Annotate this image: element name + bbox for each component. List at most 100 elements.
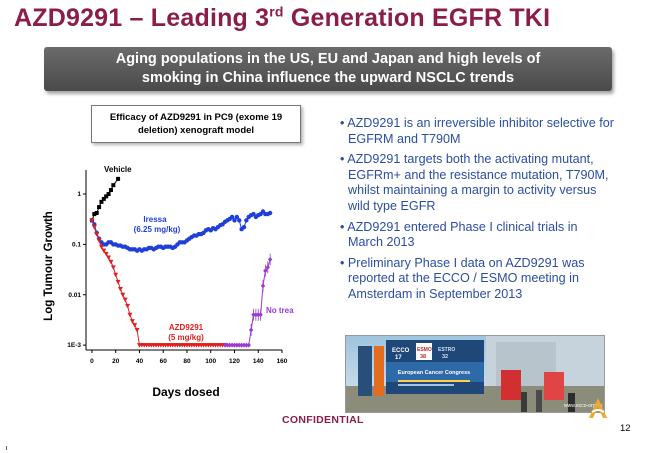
no-treatment-point	[234, 342, 240, 348]
azd-point	[117, 287, 123, 292]
no-treatment-series-line	[224, 259, 271, 346]
iressa-point	[241, 224, 247, 230]
vehicle-point	[101, 196, 106, 201]
x-tick-label: 40	[136, 358, 144, 365]
x-tick-label: 160	[277, 358, 288, 365]
astrazeneca-logo-icon	[589, 398, 607, 418]
azd-point	[103, 251, 109, 257]
congress-name: European Cancer Congress	[398, 370, 470, 376]
no-treatment-point	[229, 342, 235, 348]
no-treatment-point	[256, 312, 261, 318]
confidential-label: CONFIDENTIAL	[282, 414, 364, 426]
no-treatment-point	[237, 342, 242, 348]
congress-photo: ECCO 17 ESMO 38 ESTRO 32 European Cancer…	[345, 335, 605, 413]
azd-point	[122, 297, 128, 303]
bullet-list: • AZD9291 is an irreversible inhibitor s…	[340, 116, 615, 308]
iressa-dose-label: (6.25 mg/kg)	[134, 225, 181, 234]
esmo-logo-text: ESMO	[417, 347, 432, 353]
y-tick-label: 1	[77, 191, 81, 198]
no-treatment-point	[227, 342, 232, 348]
no-treatment-point	[239, 342, 244, 348]
iressa-point	[229, 214, 235, 220]
azd-point	[132, 323, 138, 328]
vehicle-point	[106, 192, 111, 197]
iressa-point	[244, 218, 249, 223]
vehicle-point	[104, 194, 109, 199]
azd-point	[127, 312, 133, 318]
azd-point	[89, 218, 95, 223]
iressa-point	[234, 214, 240, 220]
ecco-number: 17	[395, 355, 402, 361]
iressa-label: Iressa	[143, 215, 167, 224]
x-tick-label: 120	[229, 358, 240, 365]
x-tick-label: 80	[183, 358, 191, 365]
no-treatment-point	[263, 268, 268, 274]
x-axis-label: Days dosed	[152, 385, 219, 399]
ecco-logo-text: ECCO	[392, 348, 410, 354]
vehicle-point	[116, 176, 121, 181]
azd-point	[125, 303, 131, 309]
x-tick-label: 0	[90, 358, 94, 365]
page-number: 12	[620, 423, 631, 434]
y-tick-label: 0.01	[68, 292, 81, 299]
x-tick-label: 140	[253, 358, 264, 365]
vehicle-point	[97, 205, 102, 210]
title-tail: Generation EGFR TKI	[283, 4, 551, 32]
x-tick-label: 60	[160, 358, 168, 365]
azd-dose-label: (5 mg/kg)	[168, 333, 204, 342]
azd-point	[108, 259, 114, 265]
title-main: AZD9291 – Leading 3	[14, 4, 270, 32]
azd-label: AZD9291	[169, 323, 204, 332]
bullet-item: • Preliminary Phase I data on AZD9291 wa…	[340, 255, 585, 301]
azd-point	[96, 238, 102, 243]
vehicle-label: Vehicle	[104, 165, 132, 174]
no-treatment-point	[267, 257, 273, 263]
azd-point	[113, 272, 119, 278]
estro-logo-text: ESTRO	[438, 347, 455, 353]
no-treatment-point	[222, 342, 228, 348]
bullet-item: • AZD9291 is an irreversible inhibitor s…	[340, 116, 614, 146]
no-treatment-label: No treatment	[266, 306, 294, 315]
bullet-item: • AZD9291 entered Phase I clinical trial…	[340, 219, 578, 250]
banner-line-2: smoking in China influence the upward NS…	[141, 70, 515, 86]
no-treatment-point	[225, 342, 230, 348]
x-tick-label: 100	[205, 358, 216, 365]
esmo-number: 38	[420, 354, 426, 360]
chart-marks	[89, 176, 273, 348]
chart-caption-line-2: deletion) xenograft model	[137, 125, 255, 136]
estro-number: 32	[442, 354, 448, 360]
summary-banner: Aging populations in the US, EU and Japa…	[44, 47, 612, 91]
banner-line-1: Aging populations in the US, EU and Japa…	[115, 51, 541, 67]
no-treatment-point	[260, 283, 266, 289]
no-treatment-point	[241, 342, 247, 348]
azd-point	[101, 248, 107, 254]
no-treatment-point	[251, 312, 256, 318]
no-treatment-point	[265, 264, 270, 270]
no-treatment-point	[244, 342, 249, 348]
azd-point	[98, 244, 104, 250]
azd-point	[129, 319, 135, 324]
iressa-point	[267, 210, 273, 216]
y-tick-label: 0.1	[72, 241, 81, 248]
no-treatment-point	[258, 312, 263, 318]
no-treatment-point	[253, 312, 259, 318]
bullet-item: • AZD9291 targets both the activating mu…	[340, 152, 609, 213]
title-superscript: rd	[269, 3, 284, 20]
azd-point	[134, 327, 140, 333]
iressa-point	[251, 211, 256, 217]
azd-point	[106, 255, 112, 260]
slide-title: AZD9291 – Leading 3rd Generation EGFR TK…	[14, 4, 550, 33]
chart-axes: 0 20 40 60 80 100 120 140 160 1E-3 0.01 0.1 1	[67, 170, 288, 365]
azd-point	[115, 279, 121, 285]
vehicle-point	[111, 183, 116, 188]
no-treatment-point	[248, 327, 254, 333]
azd-point	[91, 225, 97, 230]
azd-point	[110, 265, 116, 270]
vehicle-point	[92, 212, 97, 217]
x-tick-label: 20	[112, 358, 120, 365]
chart-caption-box: Efficacy of AZD9291 in PC9 (exome 19 del…	[91, 105, 301, 143]
no-treatment-point	[246, 342, 251, 348]
azd-point	[94, 232, 100, 237]
xenograft-chart: 0 20 40 60 80 100 120 140 160 1E-3 0.01 0.1 1 Log Tu…	[43, 165, 294, 399]
footer-mark	[6, 446, 7, 450]
